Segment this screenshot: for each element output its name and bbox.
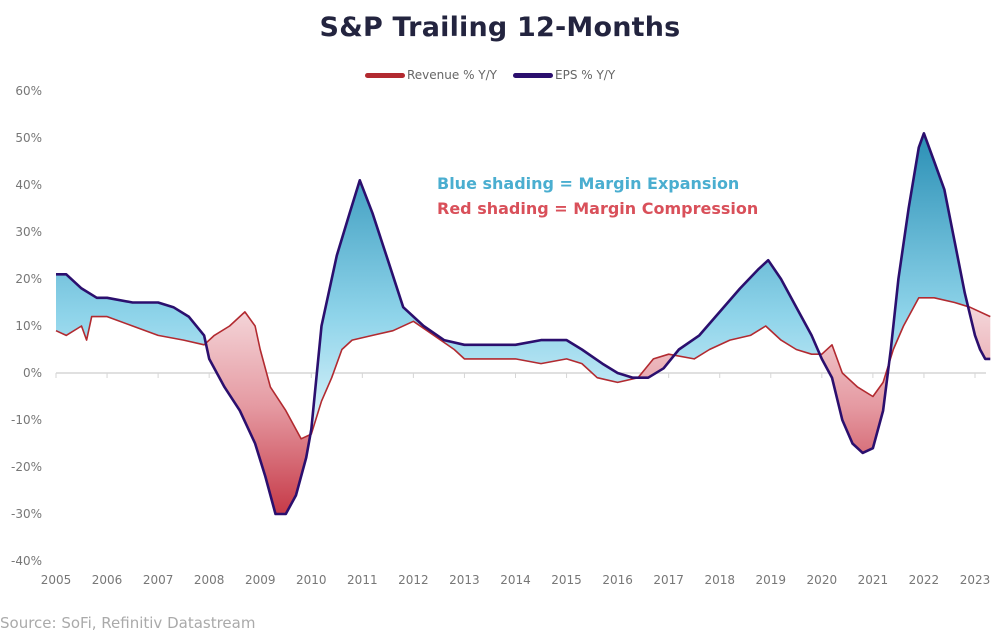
x-tick-label: 2022: [909, 573, 940, 587]
x-tick-label: 2005: [41, 573, 72, 587]
y-tick-label: 60%: [15, 84, 42, 98]
x-tick-label: 2006: [92, 573, 123, 587]
legend: Revenue % Y/Y EPS % Y/Y: [365, 68, 615, 82]
y-tick-label: 10%: [15, 319, 42, 333]
x-tick-label: 2014: [500, 573, 531, 587]
legend-label-eps: EPS % Y/Y: [555, 68, 616, 82]
y-tick-label: 50%: [15, 131, 42, 145]
annotation-compression: Red shading = Margin Compression: [437, 199, 759, 218]
revenue-series-line: [55, 296, 991, 440]
y-tick-label: -30%: [11, 507, 42, 521]
eps-series-line: [56, 132, 991, 516]
x-tick-label: 2019: [756, 573, 787, 587]
annotation-expansion: Blue shading = Margin Expansion: [437, 174, 740, 193]
y-tick-label: 30%: [15, 225, 42, 239]
chart-title: S&P Trailing 12-Months: [319, 12, 681, 43]
x-tick-label: 2017: [653, 573, 684, 587]
x-tick-label: 2021: [858, 573, 889, 587]
source-note: Source: SoFi, Refinitiv Datastream: [0, 614, 256, 632]
x-tick-label: 2010: [296, 573, 327, 587]
x-tick-label: 2015: [551, 573, 582, 587]
x-tick-label: 2013: [449, 573, 480, 587]
legend-item-revenue: Revenue % Y/Y: [365, 68, 497, 82]
x-tick-label: 2018: [704, 573, 735, 587]
x-tick-label: 2007: [143, 573, 174, 587]
y-tick-label: -10%: [11, 413, 42, 427]
y-tick-label: 40%: [15, 178, 42, 192]
x-tick-label: 2011: [347, 573, 378, 587]
x-tick-label: 2009: [245, 573, 276, 587]
x-tick-label: 2016: [602, 573, 633, 587]
y-tick-label: 0%: [23, 366, 42, 380]
x-tick-label: 2008: [194, 573, 225, 587]
y-tick-label: -20%: [11, 460, 42, 474]
legend-swatch-eps: [513, 72, 553, 78]
legend-label-revenue: Revenue % Y/Y: [407, 68, 497, 82]
y-tick-label: 20%: [15, 272, 42, 286]
margin-compression-shading: [56, 297, 991, 514]
x-tick-label: 2012: [398, 573, 429, 587]
x-tick-label: 2020: [807, 573, 838, 587]
legend-swatch-revenue: [365, 72, 405, 78]
y-tick-label: -40%: [11, 554, 42, 568]
x-tick-label: 2023: [960, 573, 991, 587]
legend-item-eps: EPS % Y/Y: [513, 68, 615, 82]
